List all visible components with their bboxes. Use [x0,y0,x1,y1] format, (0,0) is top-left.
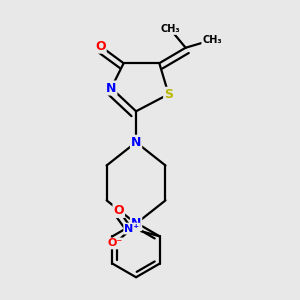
Text: CH₃: CH₃ [160,24,180,34]
Text: N: N [106,82,116,94]
Text: O: O [113,204,124,217]
Text: CH₃: CH₃ [202,35,222,45]
Text: O: O [95,40,106,53]
Text: N⁺: N⁺ [124,224,139,234]
Text: N: N [131,217,141,230]
Text: O⁻: O⁻ [107,238,122,248]
Text: N: N [131,136,141,149]
Text: S: S [164,88,173,101]
